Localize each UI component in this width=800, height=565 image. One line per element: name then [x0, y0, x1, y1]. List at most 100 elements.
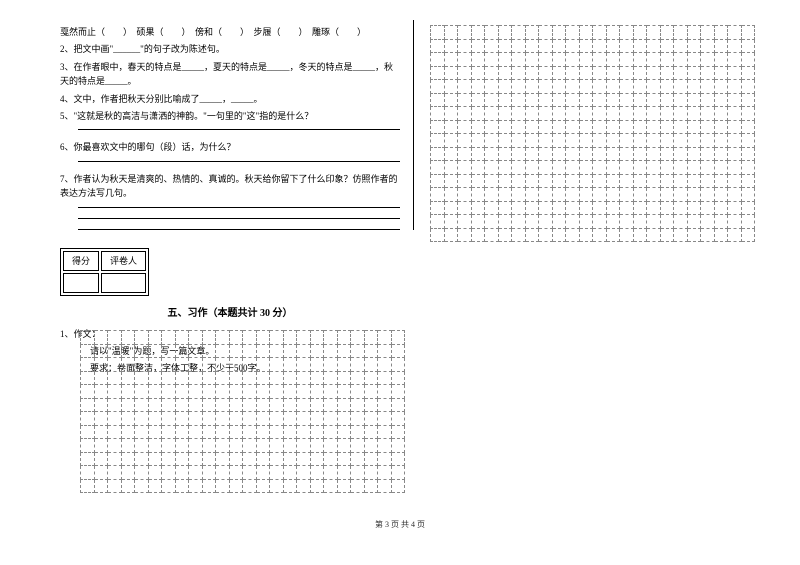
grid-cell: [324, 385, 338, 399]
grid-cell: [270, 331, 284, 345]
writing-grid-top: [430, 25, 755, 242]
grid-cell: [189, 425, 203, 439]
grid-cell: [391, 371, 405, 385]
grid-cell: [94, 398, 108, 412]
grid-cell: [431, 147, 445, 161]
grid-cell: [189, 371, 203, 385]
grid-cell: [633, 120, 647, 134]
grid-cell: [364, 398, 378, 412]
grid-cell: [324, 466, 338, 480]
grid-cell: [498, 93, 512, 107]
grid-cell: [579, 201, 593, 215]
grid-cell: [647, 53, 661, 67]
grid-cell: [552, 188, 566, 202]
grid-cell: [256, 344, 270, 358]
grid-cell: [701, 93, 715, 107]
grid-cell: [148, 412, 162, 426]
grid-cell: [593, 66, 607, 80]
grid-cell: [687, 93, 701, 107]
grid-cell: [270, 439, 284, 453]
grid-cell: [579, 39, 593, 53]
grid-cell: [525, 188, 539, 202]
grid-cell: [647, 26, 661, 40]
grid-cell: [633, 134, 647, 148]
grid-cell: [444, 188, 458, 202]
question-2: 2、把文中画"______"的句子改为陈述句。: [60, 42, 400, 56]
grid-cell: [674, 201, 688, 215]
grid-cell: [606, 93, 620, 107]
grid-cell: [337, 398, 351, 412]
grid-cell: [606, 147, 620, 161]
grid-cell: [512, 147, 526, 161]
grid-cell: [310, 344, 324, 358]
grid-cell: [485, 161, 499, 175]
grid-cell: [687, 134, 701, 148]
grid-cell: [674, 66, 688, 80]
grid-cell: [81, 344, 95, 358]
grid-cell: [485, 228, 499, 242]
grid-cell: [539, 120, 553, 134]
grid-cell: [108, 398, 122, 412]
grid-cell: [175, 425, 189, 439]
grid-cell: [256, 439, 270, 453]
grid-cell: [310, 371, 324, 385]
grid-cell: [270, 385, 284, 399]
grid-cell: [741, 107, 755, 121]
grid-cell: [552, 174, 566, 188]
grid-cell: [741, 80, 755, 94]
grid-cell: [162, 385, 176, 399]
answer-line-5: [78, 129, 400, 130]
grid-cell: [593, 174, 607, 188]
grid-cell: [135, 412, 149, 426]
grid-cell: [135, 398, 149, 412]
grid-cell: [431, 174, 445, 188]
grid-cell: [243, 479, 257, 493]
grid-cell: [701, 39, 715, 53]
column-divider: [413, 20, 414, 230]
grid-cell: [81, 452, 95, 466]
grid-cell: [444, 80, 458, 94]
grid-cell: [458, 134, 472, 148]
grid-cell: [552, 93, 566, 107]
grid-cell: [741, 134, 755, 148]
question-3-text: 3、在作者眼中，春天的特点是_____，夏天的特点是_____，冬天的特点是__…: [60, 62, 393, 86]
grid-cell: [741, 39, 755, 53]
grid-cell: [458, 26, 472, 40]
grid-cell: [539, 39, 553, 53]
grid-cell: [310, 452, 324, 466]
grid-cell: [162, 439, 176, 453]
grid-cell: [566, 120, 580, 134]
grid-cell: [728, 228, 742, 242]
grid-cell: [674, 93, 688, 107]
grid-cell: [485, 39, 499, 53]
grid-cell: [108, 479, 122, 493]
grid-cell: [175, 439, 189, 453]
grid-cell: [701, 174, 715, 188]
grid-cell: [620, 201, 634, 215]
grader-label: 评卷人: [101, 251, 146, 271]
grader-cell: [101, 273, 146, 293]
grid-cell: [728, 201, 742, 215]
grid-cell: [391, 385, 405, 399]
grid-cell: [579, 26, 593, 40]
grid-cell: [701, 228, 715, 242]
answer-line-7c: [78, 229, 400, 230]
grid-cell: [364, 412, 378, 426]
grid-cell: [270, 398, 284, 412]
grid-cell: [391, 412, 405, 426]
grid-cell: [202, 385, 216, 399]
grid-cell: [391, 466, 405, 480]
grid-cell: [498, 215, 512, 229]
grid-cell: [593, 107, 607, 121]
grid-cell: [647, 66, 661, 80]
grid-cell: [701, 26, 715, 40]
grid-cell: [310, 385, 324, 399]
grid-cell: [337, 479, 351, 493]
grid-cell: [633, 188, 647, 202]
grid-cell: [633, 174, 647, 188]
grid-cell: [647, 80, 661, 94]
grid-cell: [741, 174, 755, 188]
grid-cell: [566, 66, 580, 80]
grid-cell: [458, 120, 472, 134]
grid-cell: [660, 80, 674, 94]
